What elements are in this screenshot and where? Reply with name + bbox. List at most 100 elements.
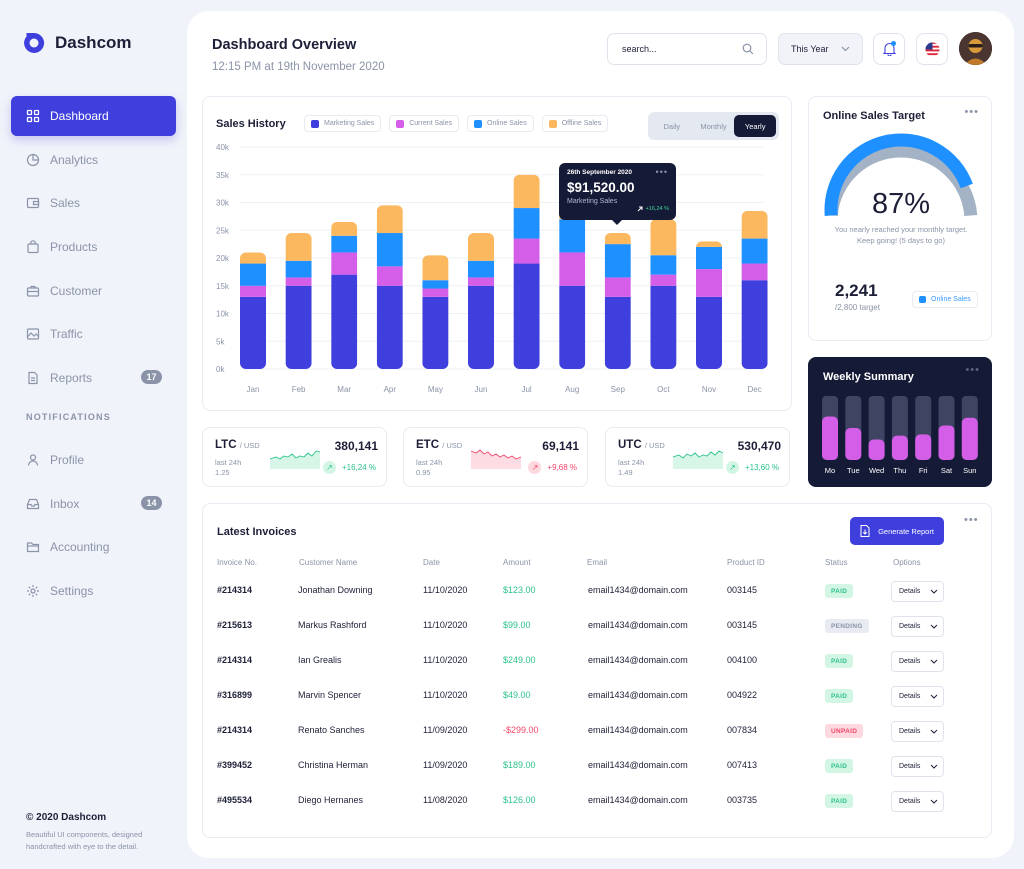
weekly-bar-fill[interactable] (915, 434, 932, 460)
details-select[interactable]: Details (891, 581, 944, 602)
customer-email[interactable]: email1434@domain.com (588, 795, 688, 805)
footer-tagline-2: handcrafted with eye to the detail. (26, 842, 139, 851)
period-toggle: Daily Monthly Yearly (648, 112, 779, 140)
sidebar-item-dashboard[interactable]: Dashboard (11, 96, 176, 136)
chevron-down-icon (930, 589, 938, 594)
details-select[interactable]: Details (891, 651, 944, 672)
details-select[interactable]: Details (891, 791, 944, 812)
sidebar-item-customer[interactable]: Customer (11, 271, 176, 311)
user-avatar-icon (959, 32, 992, 65)
more-options-icon[interactable]: ••• (965, 364, 980, 376)
bar-stack[interactable] (468, 233, 494, 369)
bar-stack[interactable] (513, 174, 540, 369)
invoice-number[interactable]: #495534 (217, 795, 253, 805)
invoice-number[interactable]: #214314 (217, 725, 253, 735)
details-select[interactable]: Details (891, 756, 944, 777)
invoice-number[interactable]: #215613 (217, 620, 253, 630)
ticker-card-ltc[interactable]: LTC / USD last 24h 1.25 380,141 ↗ +16,24 … (202, 427, 387, 487)
bar-stack[interactable] (741, 210, 768, 369)
tab-monthly[interactable]: Monthly (700, 121, 727, 131)
ticker-change: ↗ +16,24 % (322, 461, 376, 474)
details-select[interactable]: Details (891, 616, 944, 637)
sidebar-item-products[interactable]: Products (11, 227, 176, 267)
status-badge: PAID (825, 654, 854, 668)
language-button[interactable] (916, 33, 948, 65)
weekday-label: Sun (963, 466, 976, 475)
chevron-down-icon (930, 694, 938, 699)
search-input[interactable]: search... (607, 33, 767, 65)
sidebar-item-settings[interactable]: Settings (11, 571, 176, 611)
tab-yearly[interactable]: Yearly (734, 115, 777, 137)
ticker-card-utc[interactable]: UTC / USD last 24h 1.49 530,470 ↗ +13,60 … (605, 427, 790, 487)
weekday-label: Sat (941, 466, 953, 475)
bar-stack[interactable] (650, 219, 677, 369)
generate-report-button[interactable]: Generate Report (850, 517, 944, 545)
bar-stack[interactable] (422, 255, 449, 369)
legend-online-sales[interactable]: Online Sales (467, 115, 534, 132)
year-select[interactable]: This Year (778, 33, 863, 65)
customer-email[interactable]: email1434@domain.com (588, 620, 688, 630)
notifications-button[interactable] (873, 33, 905, 65)
ticker-card-etc[interactable]: ETC / USD last 24h 0.95 69,141 ↗ +9,68 % (403, 427, 588, 487)
details-select[interactable]: Details (891, 686, 944, 707)
bar-segment (696, 269, 722, 297)
brand[interactable]: Dashcom (22, 31, 132, 55)
notifications-section-label: NOTIFICATIONS (26, 411, 111, 422)
product-id: 003145 (727, 620, 758, 630)
customer-email[interactable]: email1434@domain.com (588, 655, 688, 665)
weekly-bar-fill[interactable] (868, 439, 885, 460)
weekly-bar-fill[interactable] (845, 428, 862, 460)
sidebar-item-reports[interactable]: Reports 17 (11, 358, 176, 398)
bar-segment (741, 238, 768, 264)
invoice-date: 11/09/2020 (423, 725, 468, 735)
bar-stack[interactable] (604, 233, 631, 369)
weekly-bar-chart: Mo Tue Wed Thu Fri Sat Sun (822, 396, 978, 475)
bar-stack[interactable] (696, 241, 722, 369)
x-tick-label: Sep (611, 385, 626, 394)
pie-icon (26, 153, 40, 166)
more-options-icon[interactable]: ••• (964, 514, 979, 526)
details-select[interactable]: Details (891, 721, 944, 742)
bar-segment (650, 255, 677, 275)
legend-label: Current Sales (409, 120, 452, 127)
weekly-bar-fill[interactable] (938, 425, 955, 460)
invoice-amount: $123.00 (503, 585, 536, 595)
bar-segment (559, 285, 586, 369)
tab-daily[interactable]: Daily (663, 121, 681, 131)
tooltip-more-icon[interactable]: ••• (655, 167, 668, 177)
bar-segment (741, 280, 768, 369)
avatar[interactable] (959, 32, 992, 65)
bar-stack[interactable] (559, 196, 586, 369)
invoice-number[interactable]: #214314 (217, 655, 253, 665)
sidebar-item-label: Dashboard (50, 109, 109, 123)
invoice-number[interactable]: #316899 (217, 690, 253, 700)
customer-email[interactable]: email1434@domain.com (588, 690, 688, 700)
bar-stack[interactable] (285, 233, 312, 369)
sidebar-item-inbox[interactable]: Inbox 14 (11, 484, 176, 524)
customer-email[interactable]: email1434@domain.com (588, 760, 688, 770)
customer-email[interactable]: email1434@domain.com (588, 725, 688, 735)
legend-offline-sales[interactable]: Offline Sales (541, 115, 609, 132)
legend-current-sales[interactable]: Current Sales (389, 115, 459, 132)
bar-stack[interactable] (376, 205, 403, 369)
sidebar-item-traffic[interactable]: Traffic (11, 314, 176, 354)
sidebar-item-accounting[interactable]: Accounting (11, 527, 176, 567)
weekly-bar-fill[interactable] (961, 417, 978, 460)
weekly-bar-fill[interactable] (891, 435, 908, 460)
ticker-sub-value: 1.25 (215, 468, 230, 477)
bar-stack[interactable] (331, 221, 358, 369)
legend-marketing-sales[interactable]: Marketing Sales (304, 115, 382, 132)
sidebar-item-profile[interactable]: Profile (11, 440, 176, 480)
sidebar-item-sales[interactable]: Sales (11, 183, 176, 223)
customer-email[interactable]: email1434@domain.com (588, 585, 688, 595)
sidebar-item-analytics[interactable]: Analytics (11, 140, 176, 180)
page-title: Dashboard Overview (212, 37, 357, 53)
notification-dot (891, 41, 896, 46)
bar-stack[interactable] (240, 252, 266, 369)
invoice-number[interactable]: #214314 (217, 585, 253, 595)
weekly-bar-fill[interactable] (822, 416, 838, 460)
invoice-number[interactable]: #399452 (217, 760, 253, 770)
more-options-icon[interactable]: ••• (964, 106, 979, 118)
arrow-up-right-icon: ↗ (725, 461, 739, 474)
invoice-date: 11/10/2020 (423, 585, 468, 595)
